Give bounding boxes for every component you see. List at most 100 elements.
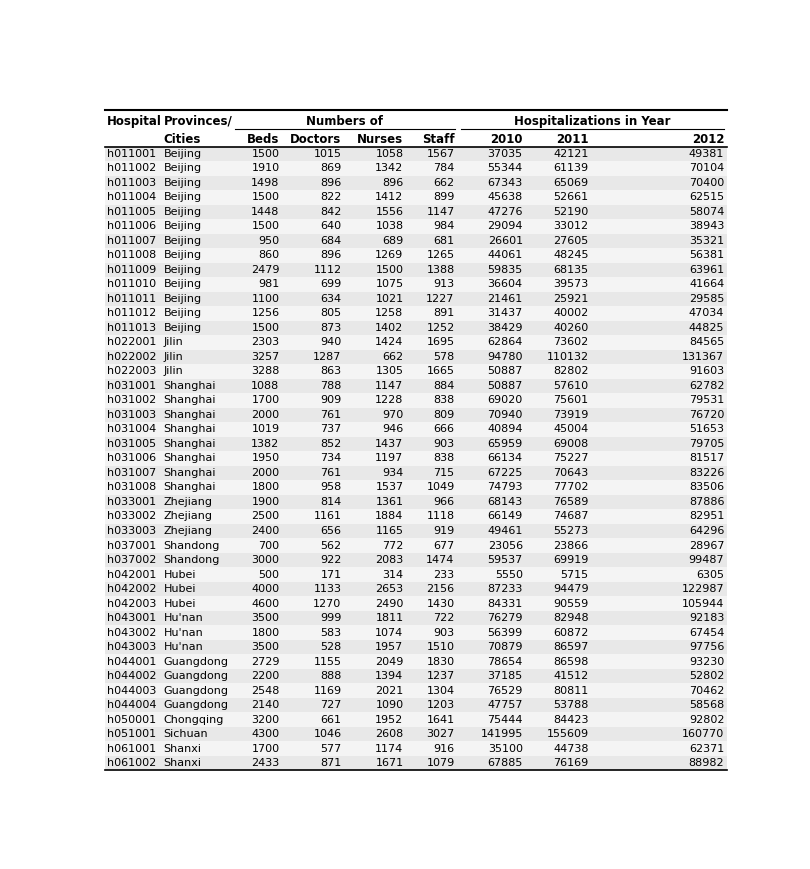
Text: 110132: 110132 bbox=[547, 352, 589, 362]
Text: 90559: 90559 bbox=[553, 599, 589, 608]
Text: 74793: 74793 bbox=[488, 482, 522, 493]
Text: 903: 903 bbox=[433, 439, 454, 449]
Text: 958: 958 bbox=[320, 482, 342, 493]
Text: 58074: 58074 bbox=[689, 207, 724, 217]
Text: h031003: h031003 bbox=[107, 410, 156, 420]
Text: Shanghai: Shanghai bbox=[164, 381, 216, 391]
Text: 913: 913 bbox=[433, 280, 454, 289]
Text: 73602: 73602 bbox=[553, 337, 589, 348]
Text: Beijing: Beijing bbox=[164, 207, 202, 217]
Text: 31437: 31437 bbox=[488, 308, 522, 318]
Text: Guangdong: Guangdong bbox=[164, 671, 228, 681]
Text: 23056: 23056 bbox=[488, 541, 522, 550]
Text: h011010: h011010 bbox=[107, 280, 156, 289]
Text: h042001: h042001 bbox=[107, 569, 156, 580]
Text: Hospitalizations in Year: Hospitalizations in Year bbox=[514, 115, 671, 128]
Text: h031008: h031008 bbox=[107, 482, 156, 493]
Text: 1074: 1074 bbox=[375, 627, 403, 638]
Text: h011005: h011005 bbox=[107, 207, 156, 217]
Text: h011004: h011004 bbox=[107, 192, 156, 202]
Text: 44061: 44061 bbox=[488, 250, 522, 261]
Text: Guangdong: Guangdong bbox=[164, 657, 228, 667]
Text: 1090: 1090 bbox=[375, 700, 403, 710]
Text: 3000: 3000 bbox=[251, 555, 279, 565]
Text: 2433: 2433 bbox=[251, 758, 279, 768]
Text: Beijing: Beijing bbox=[164, 308, 202, 318]
Bar bbox=[105, 596, 727, 611]
Text: 950: 950 bbox=[258, 235, 279, 246]
Text: 1258: 1258 bbox=[375, 308, 403, 318]
Text: 1118: 1118 bbox=[427, 512, 454, 521]
Text: 1957: 1957 bbox=[375, 642, 403, 652]
Bar bbox=[105, 190, 727, 204]
Text: 981: 981 bbox=[258, 280, 279, 289]
Text: 634: 634 bbox=[320, 294, 342, 304]
Text: 737: 737 bbox=[320, 424, 342, 434]
Text: 131367: 131367 bbox=[682, 352, 724, 362]
Bar bbox=[105, 509, 727, 524]
Text: 1500: 1500 bbox=[376, 265, 403, 275]
Text: Zhejiang: Zhejiang bbox=[164, 512, 212, 521]
Text: 2049: 2049 bbox=[375, 657, 403, 667]
Text: 27605: 27605 bbox=[553, 235, 589, 246]
Text: h031007: h031007 bbox=[107, 468, 156, 478]
Text: 2490: 2490 bbox=[375, 599, 403, 608]
Text: 1394: 1394 bbox=[375, 671, 403, 681]
Text: 562: 562 bbox=[320, 541, 342, 550]
Text: 1019: 1019 bbox=[251, 424, 279, 434]
Text: Guangdong: Guangdong bbox=[164, 700, 228, 710]
Text: 2010: 2010 bbox=[490, 133, 522, 146]
Text: 916: 916 bbox=[433, 744, 454, 753]
Text: 999: 999 bbox=[320, 613, 342, 623]
Text: 25921: 25921 bbox=[553, 294, 589, 304]
Text: 97756: 97756 bbox=[689, 642, 724, 652]
Text: 62864: 62864 bbox=[488, 337, 522, 348]
Text: 4000: 4000 bbox=[251, 584, 279, 594]
Text: 1147: 1147 bbox=[426, 207, 454, 217]
Text: 727: 727 bbox=[320, 700, 342, 710]
Text: 67454: 67454 bbox=[689, 627, 724, 638]
Text: Beijing: Beijing bbox=[164, 178, 202, 188]
Text: Hu'nan: Hu'nan bbox=[164, 642, 203, 652]
Bar bbox=[105, 481, 727, 494]
Text: 1342: 1342 bbox=[375, 163, 403, 174]
Text: h031004: h031004 bbox=[107, 424, 156, 434]
Text: 55344: 55344 bbox=[488, 163, 522, 174]
Bar bbox=[105, 321, 727, 335]
Text: 1203: 1203 bbox=[427, 700, 454, 710]
Text: 3200: 3200 bbox=[251, 714, 279, 725]
Text: 970: 970 bbox=[382, 410, 403, 420]
Text: h011006: h011006 bbox=[107, 222, 156, 231]
Text: h044003: h044003 bbox=[107, 686, 156, 695]
Text: 49381: 49381 bbox=[689, 149, 724, 159]
Text: 33012: 33012 bbox=[553, 222, 589, 231]
Text: 577: 577 bbox=[320, 744, 342, 753]
Text: h022002: h022002 bbox=[107, 352, 156, 362]
Text: 1038: 1038 bbox=[375, 222, 403, 231]
Text: 57610: 57610 bbox=[553, 381, 589, 391]
Text: 79705: 79705 bbox=[689, 439, 724, 449]
Text: h061001: h061001 bbox=[107, 744, 156, 753]
Bar bbox=[105, 249, 727, 262]
Text: 734: 734 bbox=[320, 454, 342, 463]
Text: 1695: 1695 bbox=[427, 337, 454, 348]
Text: Jilin: Jilin bbox=[164, 367, 183, 376]
Text: 51653: 51653 bbox=[689, 424, 724, 434]
Text: 99487: 99487 bbox=[688, 555, 724, 565]
Text: 661: 661 bbox=[321, 714, 342, 725]
Text: 47757: 47757 bbox=[488, 700, 522, 710]
Text: 822: 822 bbox=[320, 192, 342, 202]
Text: 984: 984 bbox=[433, 222, 454, 231]
Text: 662: 662 bbox=[382, 352, 403, 362]
Bar bbox=[105, 147, 727, 161]
Text: 47276: 47276 bbox=[488, 207, 522, 217]
Text: 3500: 3500 bbox=[251, 642, 279, 652]
Text: 40894: 40894 bbox=[488, 424, 522, 434]
Text: 809: 809 bbox=[433, 410, 454, 420]
Text: 2548: 2548 bbox=[251, 686, 279, 695]
Text: Zhejiang: Zhejiang bbox=[164, 526, 212, 536]
Text: 40260: 40260 bbox=[553, 323, 589, 333]
Text: 919: 919 bbox=[433, 526, 454, 536]
Text: 1287: 1287 bbox=[313, 352, 342, 362]
Text: Shanghai: Shanghai bbox=[164, 424, 216, 434]
